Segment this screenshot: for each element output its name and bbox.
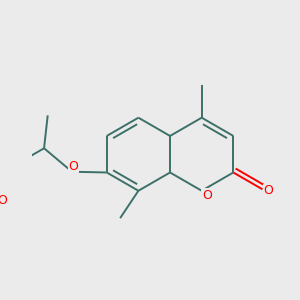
Text: O: O <box>202 189 212 202</box>
Text: O: O <box>68 160 78 173</box>
Text: O: O <box>263 184 273 197</box>
Text: O: O <box>0 194 8 207</box>
